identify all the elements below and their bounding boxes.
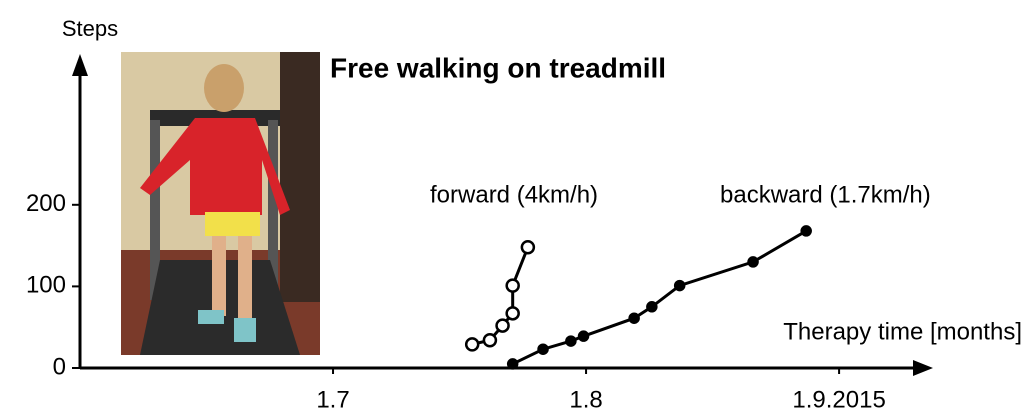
data-point [802,226,811,235]
data-point [630,314,639,323]
photo-leg [238,236,252,321]
x-tick-label: 1.8 [569,386,602,413]
data-point [647,302,656,311]
data-point [749,257,758,266]
data-point [507,307,519,319]
data-point [508,359,517,368]
y-axis-arrow [72,54,88,76]
y-tick-label: 100 [26,272,66,299]
series-line [513,231,807,364]
data-point [675,281,684,290]
y-axis-label: Steps [62,16,118,41]
x-axis-arrow [913,360,933,376]
photo-sock [198,310,224,324]
data-point [466,338,478,350]
photo [121,52,320,355]
data-point [507,280,519,292]
data-point [579,332,588,341]
series-label: forward (4km/h) [430,181,598,208]
x-axis-label: Therapy time [months] [783,318,1022,345]
chart-title: Free walking on treadmill [330,52,666,83]
photo-shorts [205,212,260,236]
x-tick-label: 1.7 [316,386,349,413]
data-point [497,320,509,332]
photo-head [204,64,244,112]
data-point [484,334,496,346]
photo-door [280,52,320,302]
y-tick-label: 200 [26,190,66,217]
y-tick-label: 0 [53,353,66,380]
photo-leg [212,236,226,316]
data-point [522,241,534,253]
data-point [539,345,548,354]
chart: Free walking on treadmill Steps Therapy … [0,0,1035,417]
x-tick-label: 1.9.2015 [792,386,885,413]
photo-sock [234,318,256,342]
series-label: backward (1.7km/h) [720,181,931,208]
data-point [566,337,575,346]
